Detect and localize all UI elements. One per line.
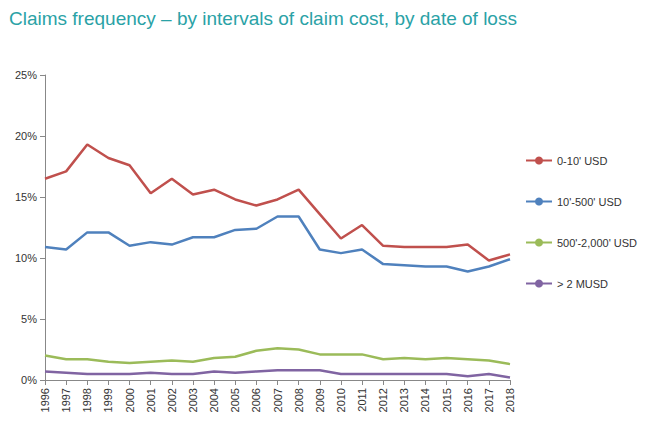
svg-text:> 2 MUSD: > 2 MUSD [557,278,608,290]
svg-text:25%: 25% [15,69,37,81]
svg-text:2015: 2015 [441,388,453,412]
svg-text:1998: 1998 [81,388,93,412]
svg-text:2009: 2009 [314,388,326,412]
svg-text:1999: 1999 [102,388,114,412]
svg-text:1997: 1997 [60,388,72,412]
svg-text:2007: 2007 [272,388,284,412]
svg-text:Claims frequency – by interval: Claims frequency – by intervals of claim… [9,8,517,29]
svg-text:10%: 10% [15,252,37,264]
svg-text:20%: 20% [15,130,37,142]
svg-text:2014: 2014 [419,388,431,412]
svg-text:2010: 2010 [335,388,347,412]
svg-text:2008: 2008 [293,388,305,412]
svg-text:0-10' USD: 0-10' USD [557,155,607,167]
svg-text:2013: 2013 [398,388,410,412]
svg-text:2018: 2018 [504,388,516,412]
svg-text:2017: 2017 [483,388,495,412]
svg-text:2000: 2000 [124,388,136,412]
svg-text:2004: 2004 [208,388,220,412]
svg-text:2001: 2001 [145,388,157,412]
svg-text:2003: 2003 [187,388,199,412]
svg-text:0%: 0% [21,374,37,386]
svg-text:2002: 2002 [166,388,178,412]
svg-text:2005: 2005 [229,388,241,412]
svg-text:10'-500' USD: 10'-500' USD [557,196,622,208]
svg-text:15%: 15% [15,191,37,203]
svg-text:2016: 2016 [462,388,474,412]
svg-text:500'-2,000' USD: 500'-2,000' USD [557,237,637,249]
svg-text:2012: 2012 [377,388,389,412]
svg-text:2006: 2006 [250,388,262,412]
svg-text:2011: 2011 [356,388,368,412]
svg-text:1996: 1996 [39,388,51,412]
svg-text:5%: 5% [21,313,37,325]
